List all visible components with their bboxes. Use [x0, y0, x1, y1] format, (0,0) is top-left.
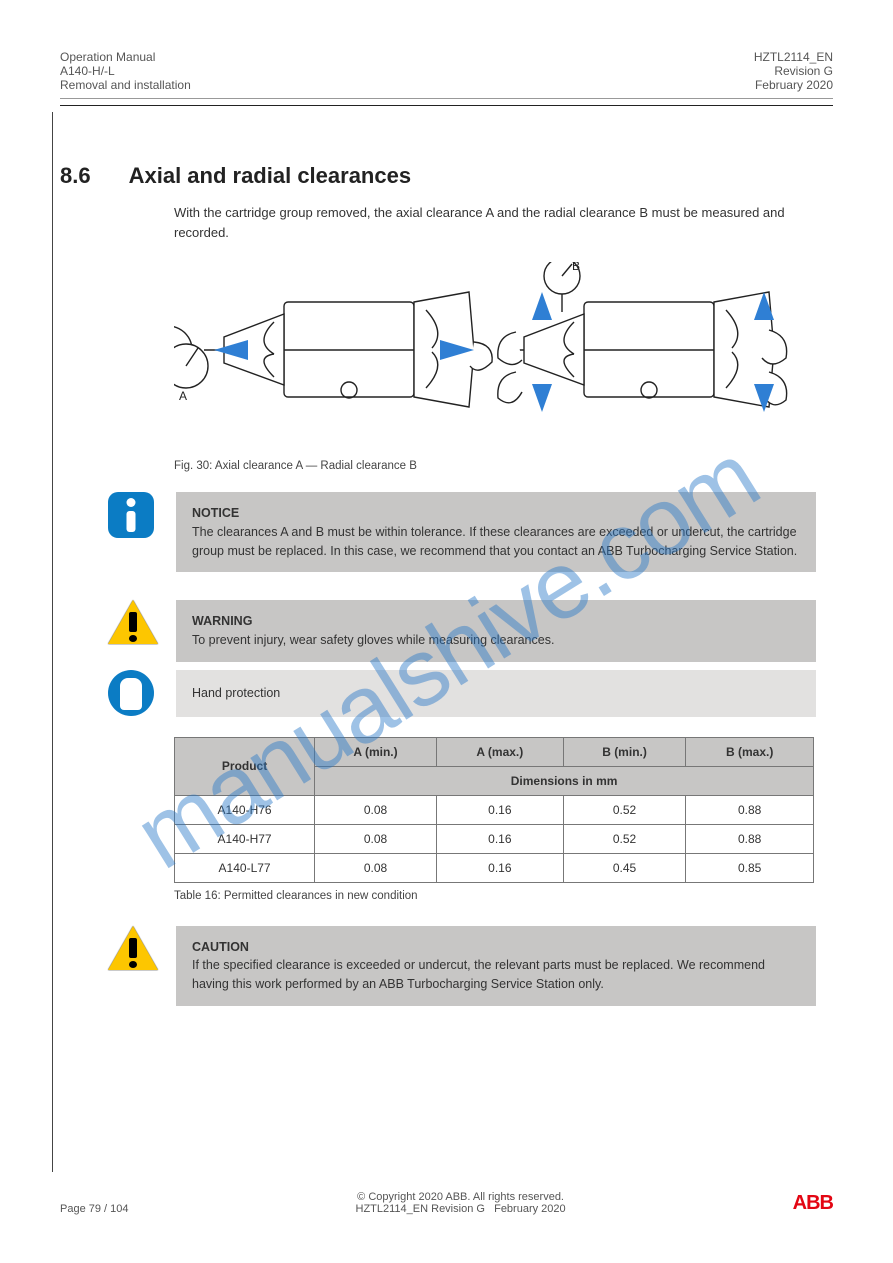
notice-title: NOTICE	[192, 506, 239, 520]
table-row: A140-H77 0.08 0.16 0.52 0.88	[175, 824, 814, 853]
arrow-rb-bl	[532, 384, 552, 412]
clearance-table: Product A (min.) A (max.) B (min.) B (ma…	[174, 737, 814, 883]
page-footer: Page 79 / 104 © Copyright 2020 ABB. All …	[60, 1191, 833, 1215]
warning1-title: WARNING	[192, 614, 252, 628]
intro-paragraph: With the cartridge group removed, the ax…	[174, 203, 794, 242]
info-icon	[108, 492, 154, 538]
abb-logo: ABB	[793, 1192, 833, 1215]
caution-box: CAUTION If the specified clearance is ex…	[176, 926, 816, 1006]
page-header: Operation Manual A140-H/-L Removal and i…	[60, 50, 833, 99]
table-row: A140-L77 0.08 0.16 0.45 0.85	[175, 853, 814, 882]
header-left-block: Operation Manual A140-H/-L Removal and i…	[60, 50, 447, 92]
warning-icon	[108, 600, 158, 644]
footer-doc: HZTL2114_EN Revision G	[356, 1203, 485, 1215]
label-b: B	[572, 262, 580, 273]
header-right-block: HZTL2114_EN Revision G February 2020	[754, 50, 833, 92]
header-doc-id: HZTL2114_EN	[754, 50, 833, 64]
ppe-box: Hand protection	[176, 670, 816, 717]
glove-icon	[108, 670, 154, 716]
cell: 0.88	[686, 824, 814, 853]
warning-icon-cell	[108, 600, 160, 644]
th-unit: Dimensions in mm	[315, 766, 814, 795]
th-amax: A (max.)	[436, 737, 563, 766]
label-a: A	[179, 389, 187, 403]
cell: 0.52	[563, 824, 686, 853]
caution-title: CAUTION	[192, 940, 249, 954]
ppe-block: Hand protection	[174, 670, 833, 717]
diagram-area: A	[174, 262, 794, 452]
section-header: 8.6 Axial and radial clearances	[60, 131, 833, 189]
cell: 0.52	[563, 795, 686, 824]
cell: A140-H76	[175, 795, 315, 824]
page-container: Operation Manual A140-H/-L Removal and i…	[0, 0, 893, 1046]
header-product: A140-H/-L	[60, 64, 447, 78]
clearance-table-block: Product A (min.) A (max.) B (min.) B (ma…	[174, 737, 814, 902]
header-date: February 2020	[754, 78, 833, 92]
page-top-rule	[60, 105, 833, 106]
caution-text: If the specified clearance is exceeded o…	[192, 958, 765, 991]
warning-stack: WARNING To prevent injury, wear safety g…	[176, 600, 816, 662]
warning1-text: To prevent injury, wear safety gloves wh…	[192, 633, 554, 647]
footer-right: ABB	[793, 1192, 833, 1215]
warning-block-1: WARNING To prevent injury, wear safety g…	[174, 600, 833, 662]
footer-page: Page 79 / 104	[60, 1203, 129, 1215]
notice-block: NOTICE The clearances A and B must be wi…	[174, 492, 833, 572]
footer-mid: © Copyright 2020 ABB. All rights reserve…	[129, 1191, 793, 1215]
cell: A140-L77	[175, 853, 315, 882]
footer-date: February 2020	[494, 1203, 566, 1215]
table-body: A140-H76 0.08 0.16 0.52 0.88 A140-H77 0.…	[175, 795, 814, 882]
th-amin: A (min.)	[315, 737, 437, 766]
cell: 0.16	[436, 853, 563, 882]
caution-block: CAUTION If the specified clearance is ex…	[174, 926, 833, 1006]
section-title: Axial and radial clearances	[129, 163, 412, 189]
cell: 0.85	[686, 853, 814, 882]
info-icon-cell	[108, 492, 160, 538]
footer-copyright: © Copyright 2020 ABB. All rights reserve…	[357, 1191, 564, 1203]
clearance-diagram-svg: A	[174, 262, 794, 452]
table-header-row: Product A (min.) A (max.) B (min.) B (ma…	[175, 737, 814, 766]
figure-caption: Fig. 30: Axial clearance A — Radial clea…	[174, 460, 833, 472]
cell: 0.16	[436, 824, 563, 853]
cell: 0.45	[563, 853, 686, 882]
warning-box: WARNING To prevent injury, wear safety g…	[176, 600, 816, 662]
cell: A140-H77	[175, 824, 315, 853]
th-bmin: B (min.)	[563, 737, 686, 766]
header-revision: Revision G	[754, 64, 833, 78]
arrow-rb-tl	[532, 292, 552, 320]
section-number: 8.6	[60, 163, 91, 189]
header-chapter: Removal and installation	[60, 78, 447, 92]
th-product: Product	[175, 737, 315, 795]
th-bmax: B (max.)	[686, 737, 814, 766]
caution-icon	[108, 926, 158, 970]
cell: 0.88	[686, 795, 814, 824]
ppe-icon-cell	[108, 670, 160, 716]
footer-left: Page 79 / 104	[60, 1203, 129, 1215]
cell: 0.16	[436, 795, 563, 824]
header-manual: Operation Manual	[60, 50, 447, 64]
cell: 0.08	[315, 824, 437, 853]
cell: 0.08	[315, 795, 437, 824]
caution-icon-cell	[108, 926, 160, 970]
notice-box: NOTICE The clearances A and B must be wi…	[176, 492, 816, 572]
ppe-text: Hand protection	[192, 686, 280, 700]
notice-text: The clearances A and B must be within to…	[192, 525, 797, 558]
table-caption: Table 16: Permitted clearances in new co…	[174, 890, 814, 902]
page-vertical-rule	[52, 112, 53, 1172]
cell: 0.08	[315, 853, 437, 882]
table-row: A140-H76 0.08 0.16 0.52 0.88	[175, 795, 814, 824]
